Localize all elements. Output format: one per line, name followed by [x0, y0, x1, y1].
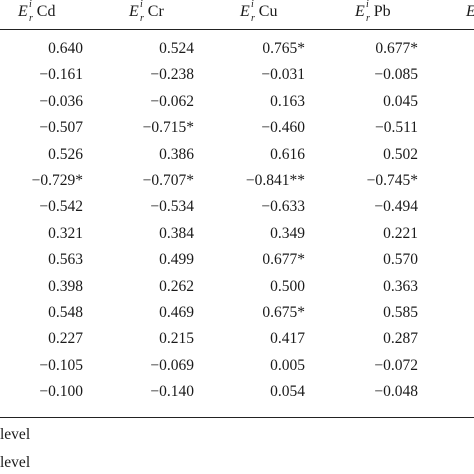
table-cell: −0.048 — [374, 383, 418, 401]
table-top-rule — [0, 29, 474, 30]
table-cell: −0.460 — [261, 119, 305, 137]
table-cell: −0.511 — [374, 119, 418, 137]
table-cell: −0.072 — [374, 356, 418, 374]
table-cell: −0.745* — [366, 172, 418, 189]
header-symbol: E — [18, 3, 28, 20]
table-cell: 0.287 — [383, 330, 418, 348]
table-cell: −0.062 — [150, 92, 194, 110]
table-cell: −0.100 — [39, 383, 83, 401]
table-row: 0.640 0.524 0.765* 0.677* — [0, 36, 474, 62]
table-row: −0.507 −0.715* −0.460 −0.511 — [0, 115, 474, 141]
table-cell: −0.031 — [261, 66, 305, 84]
table-cell: −0.036 — [39, 92, 83, 110]
header-symbol: E — [240, 3, 250, 20]
table-cell: 0.563 — [48, 251, 83, 269]
table-bottom-rule — [0, 417, 474, 418]
table-cell: −0.105 — [39, 356, 83, 374]
header-subscript: r — [29, 13, 33, 24]
table-cell: 0.585 — [383, 304, 418, 321]
table-cell: 0.349 — [270, 224, 305, 242]
table-row: 0.321 0.384 0.349 0.221 — [0, 221, 474, 247]
table-row: −0.729* −0.707* −0.841** −0.745* — [0, 168, 474, 194]
table-cell: 0.227 — [48, 330, 83, 348]
header-partial: E — [466, 3, 474, 21]
table-cell: 0.524 — [159, 40, 194, 57]
footnote-2: level — [0, 454, 31, 471]
table-cell: 0.500 — [270, 277, 305, 295]
header-symbol: E — [466, 3, 474, 20]
table-cell: −0.715* — [142, 119, 194, 137]
header-metal: Cu — [258, 3, 278, 20]
table-cell: 0.054 — [270, 383, 305, 401]
table-cell: 0.765* — [262, 40, 305, 57]
header-metal: Cd — [36, 3, 56, 20]
table-cell: 0.616 — [270, 145, 305, 163]
table-cell: −0.507 — [39, 119, 83, 137]
table-cell: −0.841** — [245, 172, 305, 189]
header-subscript: r — [140, 13, 144, 24]
table-cell: −0.140 — [150, 383, 194, 401]
header-symbol: E — [355, 3, 365, 20]
table-cell: 0.384 — [159, 224, 194, 242]
table-cell: 0.677* — [262, 251, 305, 269]
header-symbol: E — [129, 3, 139, 20]
table-row: −0.542 −0.534 −0.633 −0.494 — [0, 194, 474, 220]
table-row: 0.227 0.215 0.417 0.287 — [0, 326, 474, 352]
table-cell: 0.005 — [270, 356, 305, 374]
footnote-1: level — [0, 426, 31, 443]
table-cell: 0.221 — [383, 224, 418, 242]
header-subscript: r — [251, 13, 255, 24]
table-cell: −0.534 — [150, 198, 194, 216]
table-cell: −0.161 — [39, 66, 83, 84]
table-row: −0.100 −0.140 0.054 −0.048 — [0, 379, 474, 405]
table-row: −0.105 −0.069 0.005 −0.072 — [0, 353, 474, 379]
header-metal: Cr — [147, 3, 164, 20]
table-cell: −0.494 — [374, 198, 418, 216]
table-row: 0.398 0.262 0.500 0.363 — [0, 274, 474, 300]
table-cell: 0.640 — [48, 40, 83, 57]
table-cell: 0.045 — [383, 92, 418, 110]
table-row: 0.548 0.469 0.675* 0.585 — [0, 300, 474, 326]
table-row: 0.526 0.386 0.616 0.502 — [0, 142, 474, 168]
table-cell: 0.215 — [159, 330, 194, 348]
header-superscript: i — [251, 0, 254, 10]
header-superscript: i — [29, 0, 32, 10]
table-cell: 0.417 — [270, 330, 305, 348]
table-cell: 0.469 — [159, 304, 194, 321]
table-cell: 0.386 — [159, 145, 194, 163]
table-cell: 0.526 — [48, 145, 83, 163]
table-cell: 0.262 — [159, 277, 194, 295]
table-cell: 0.548 — [48, 304, 83, 321]
table-cell: −0.633 — [261, 198, 305, 216]
table-row: 0.563 0.499 0.677* 0.570 — [0, 247, 474, 273]
header-superscript: i — [140, 0, 143, 10]
table-row: −0.161 −0.238 −0.031 −0.085 — [0, 62, 474, 88]
table-cell: 0.499 — [159, 251, 194, 269]
header-metal: Pb — [373, 3, 391, 20]
table-cell: 0.502 — [383, 145, 418, 163]
table-cell: −0.707* — [142, 172, 194, 189]
table-row: −0.036 −0.062 0.163 0.045 — [0, 89, 474, 115]
table-cell: −0.729* — [31, 172, 83, 189]
table-cell: 0.570 — [383, 251, 418, 269]
table-cell: 0.163 — [270, 92, 305, 110]
table-cell: 0.677* — [375, 40, 418, 57]
table-cell: −0.238 — [150, 66, 194, 84]
table-cell: 0.321 — [48, 224, 83, 242]
header-subscript: r — [366, 13, 370, 24]
table-cell: −0.069 — [150, 356, 194, 374]
table-cell: −0.085 — [374, 66, 418, 84]
header-superscript: i — [366, 0, 369, 10]
table-cell: −0.542 — [39, 198, 83, 216]
table-cell: 0.363 — [383, 277, 418, 295]
table-cell: 0.675* — [262, 304, 305, 321]
table-cell: 0.398 — [48, 277, 83, 295]
